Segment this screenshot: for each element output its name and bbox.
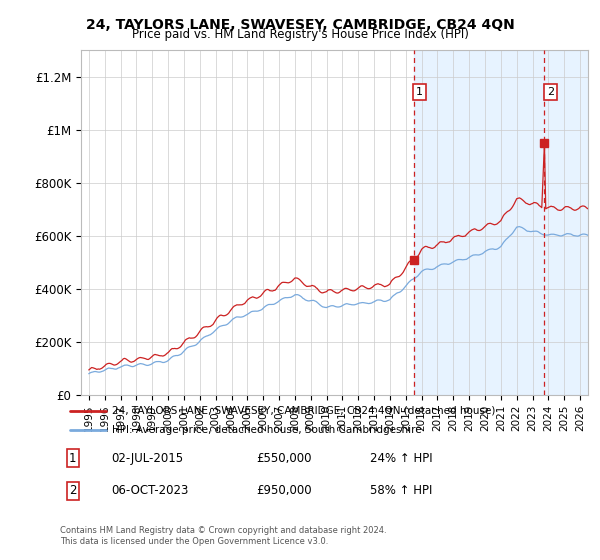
Text: 1: 1 — [416, 87, 423, 97]
Text: 24, TAYLORS LANE, SWAVESEY, CAMBRIDGE, CB24 4QN (detached house): 24, TAYLORS LANE, SWAVESEY, CAMBRIDGE, C… — [112, 405, 495, 416]
Text: 2: 2 — [69, 484, 77, 497]
Text: 02-JUL-2015: 02-JUL-2015 — [112, 452, 184, 465]
Text: 24% ↑ HPI: 24% ↑ HPI — [370, 452, 432, 465]
Text: Price paid vs. HM Land Registry's House Price Index (HPI): Price paid vs. HM Land Registry's House … — [131, 28, 469, 41]
Text: HPI: Average price, detached house, South Cambridgeshire: HPI: Average price, detached house, Sout… — [112, 424, 421, 435]
Bar — [414, 50, 596, 395]
Text: Contains HM Land Registry data © Crown copyright and database right 2024.
This d: Contains HM Land Registry data © Crown c… — [60, 526, 386, 546]
Text: 58% ↑ HPI: 58% ↑ HPI — [370, 484, 432, 497]
Text: 06-OCT-2023: 06-OCT-2023 — [112, 484, 189, 497]
Text: £950,000: £950,000 — [256, 484, 312, 497]
Text: £550,000: £550,000 — [256, 452, 311, 465]
Text: 2: 2 — [547, 87, 554, 97]
Text: 1: 1 — [69, 452, 77, 465]
Text: 24, TAYLORS LANE, SWAVESEY, CAMBRIDGE, CB24 4QN: 24, TAYLORS LANE, SWAVESEY, CAMBRIDGE, C… — [86, 18, 514, 32]
